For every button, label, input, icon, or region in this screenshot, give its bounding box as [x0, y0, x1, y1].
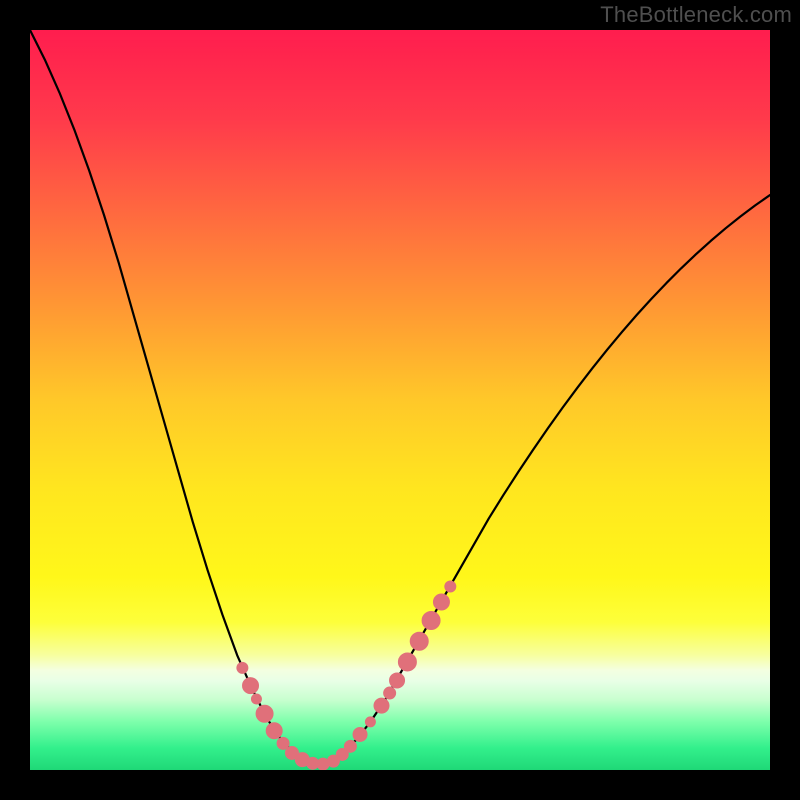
bottleneck-curve-svg [30, 30, 770, 770]
data-marker [243, 678, 259, 694]
data-marker [384, 687, 396, 699]
data-marker [410, 632, 428, 650]
data-marker [398, 653, 416, 671]
watermark-label: TheBottleneck.com [600, 2, 792, 28]
data-marker [266, 723, 282, 739]
data-marker [353, 727, 367, 741]
plot-area [30, 30, 770, 770]
data-marker [237, 662, 248, 673]
bottleneck-curve [30, 30, 770, 764]
data-marker [433, 594, 449, 610]
data-marker [445, 581, 456, 592]
data-marker [390, 673, 405, 688]
chart-frame: TheBottleneck.com [0, 0, 800, 800]
data-marker [344, 740, 356, 752]
data-marker [365, 717, 375, 727]
data-marker [256, 705, 273, 722]
data-marker [374, 698, 389, 713]
data-marker [251, 694, 261, 704]
data-marker [422, 612, 440, 630]
data-marker [277, 737, 289, 749]
